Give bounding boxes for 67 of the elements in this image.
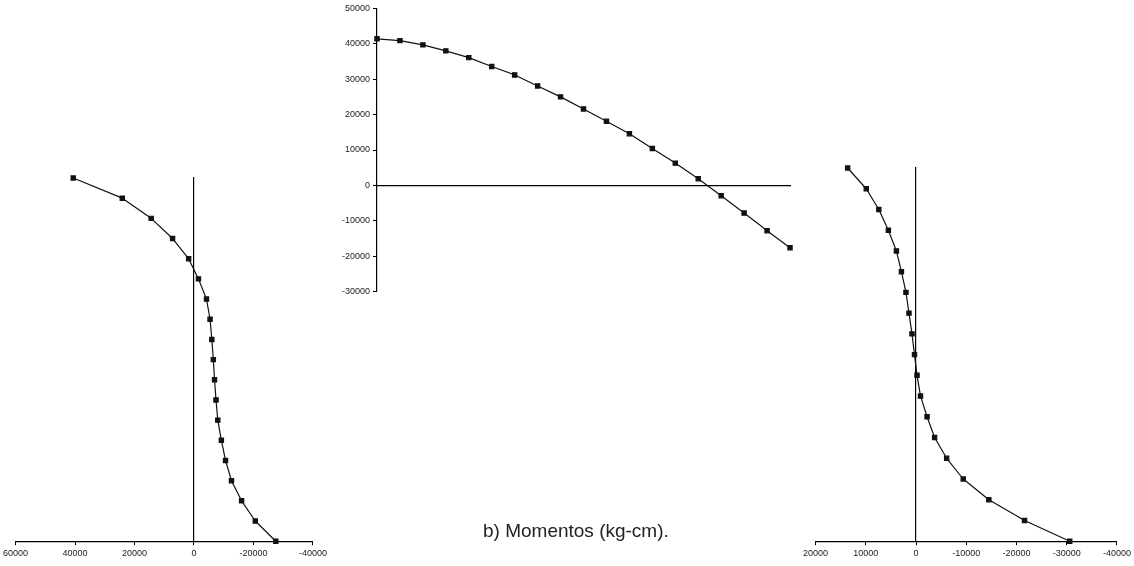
y-tick-label: 50000	[344, 2, 371, 13]
x-tick-label: -30000	[1052, 548, 1081, 559]
x-tick-label: 20000	[121, 548, 148, 559]
point	[885, 227, 892, 233]
point	[215, 417, 221, 423]
point	[914, 372, 920, 379]
point	[209, 336, 215, 343]
point	[207, 316, 213, 322]
point	[695, 175, 701, 182]
point	[764, 227, 770, 234]
point	[238, 498, 245, 504]
y-tick-label: -30000	[341, 286, 371, 297]
point	[119, 195, 126, 201]
point	[906, 310, 912, 316]
point	[863, 186, 869, 192]
point	[672, 160, 679, 166]
x-tick-label: -20000	[1002, 548, 1031, 559]
y-tick-label: -20000	[341, 250, 371, 261]
x-tick-label: -20000	[239, 548, 268, 559]
point	[557, 94, 564, 100]
point	[844, 165, 851, 171]
point	[273, 538, 279, 544]
point	[211, 377, 218, 383]
point	[148, 215, 154, 222]
y-tick-label: 20000	[344, 109, 371, 120]
point	[943, 455, 950, 461]
point	[876, 206, 882, 213]
x-tick-label: -10000	[952, 548, 981, 559]
point	[986, 497, 992, 503]
x-tick-label: 60000	[3, 548, 29, 559]
point	[718, 192, 724, 199]
point	[511, 72, 518, 78]
y-tick-label: 40000	[344, 38, 371, 49]
point	[909, 331, 915, 337]
x-tick-label: 40000	[62, 548, 88, 559]
x-tick-label: 0	[191, 548, 197, 559]
point	[252, 518, 258, 524]
x-tick-label: 10000	[853, 548, 879, 559]
point	[70, 175, 76, 181]
y-tick-label: 10000	[344, 144, 371, 155]
x-tick-label: -40000	[1102, 548, 1131, 559]
point	[787, 244, 793, 251]
point	[960, 476, 966, 482]
point	[466, 54, 472, 61]
point	[443, 48, 449, 54]
point	[213, 397, 219, 403]
point	[924, 414, 930, 420]
point	[420, 42, 426, 48]
point	[374, 36, 380, 42]
point	[893, 248, 900, 254]
point	[489, 63, 495, 70]
x-tick-label: -40000	[298, 548, 327, 559]
y-tick-label: 30000	[344, 73, 371, 84]
x-tick-label: 20000	[803, 548, 829, 559]
point	[534, 83, 541, 89]
point	[203, 296, 210, 302]
point	[741, 210, 747, 216]
x-tick-label: 0	[913, 548, 919, 559]
point	[580, 106, 587, 112]
point	[1067, 538, 1073, 544]
point	[195, 276, 202, 282]
point	[903, 289, 909, 296]
y-tick-label: 0	[365, 179, 371, 190]
point	[397, 37, 403, 44]
text: b) Momentos (kg-cm).	[483, 520, 669, 542]
y-tick-label: -10000	[341, 215, 371, 226]
point	[917, 393, 924, 399]
